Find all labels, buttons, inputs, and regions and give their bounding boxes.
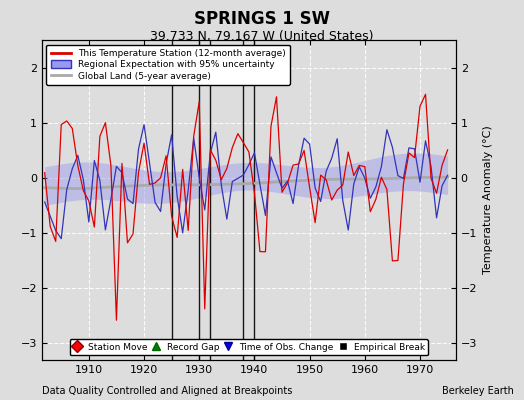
Text: 39.733 N, 79.167 W (United States): 39.733 N, 79.167 W (United States) [150, 30, 374, 43]
Text: SPRINGS 1 SW: SPRINGS 1 SW [194, 10, 330, 28]
Legend: Station Move, Record Gap, Time of Obs. Change, Empirical Break: Station Move, Record Gap, Time of Obs. C… [70, 339, 428, 356]
Y-axis label: Temperature Anomaly (°C): Temperature Anomaly (°C) [483, 126, 493, 274]
Text: Data Quality Controlled and Aligned at Breakpoints: Data Quality Controlled and Aligned at B… [42, 386, 292, 396]
Text: Berkeley Earth: Berkeley Earth [442, 386, 514, 396]
